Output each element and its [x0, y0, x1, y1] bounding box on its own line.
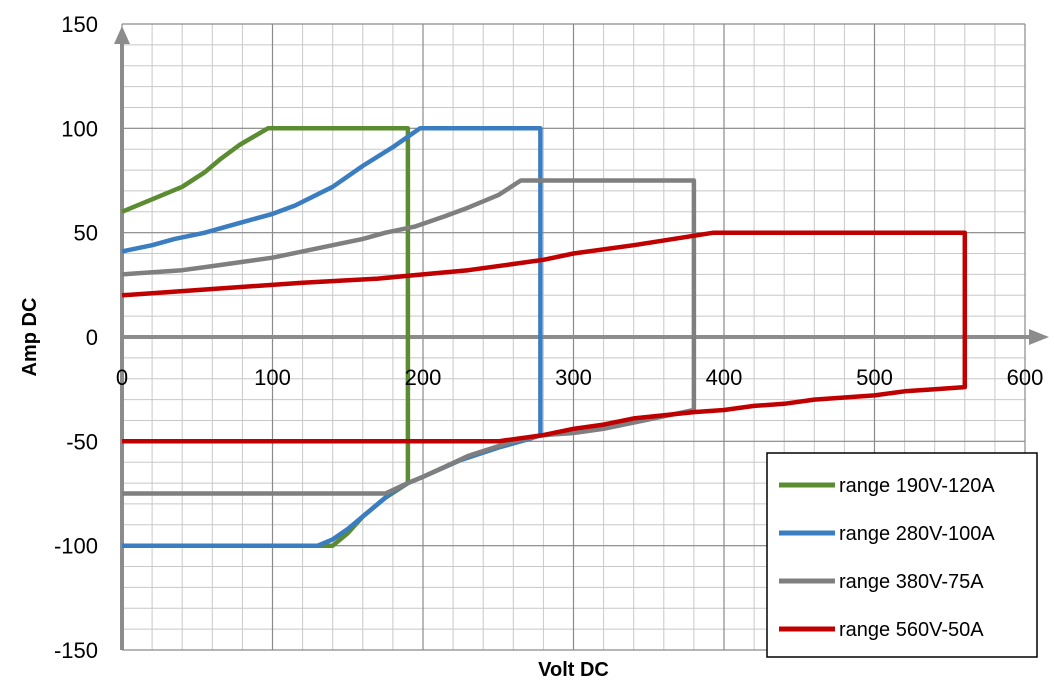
legend-label-0: range 190V-120A [839, 475, 995, 497]
y-tick-label: -150 [54, 638, 98, 663]
legend: range 190V-120A range 280V-100A range 380V… [766, 452, 1038, 658]
series-line-2 [121, 178, 697, 496]
y-tick-label: 0 [86, 325, 98, 350]
x-tick-label: 400 [706, 365, 743, 390]
tick-labels: 0 100 200 300 400 500 600 -150 -100 -50 0 50 100 150 [54, 12, 1043, 663]
y-tick-label: 100 [61, 116, 98, 141]
y-axis-title: Amp DC [19, 298, 41, 377]
y-tick-label: 50 [74, 221, 98, 246]
x-axis-title: Volt DC [538, 659, 609, 681]
series-line-3 [121, 230, 968, 444]
x-tick-label: 100 [254, 365, 291, 390]
legend-label-3: range 560V-50A [839, 619, 984, 641]
x-tick-label: 500 [856, 365, 893, 390]
series-layer [121, 126, 968, 548]
series-line-0 [121, 126, 411, 548]
y-tick-label: 150 [61, 12, 98, 37]
legend-label-2: range 380V-75A [839, 571, 984, 593]
x-tick-label: 300 [555, 365, 592, 390]
x-tick-label: 200 [405, 365, 442, 390]
x-tick-label: 600 [1007, 365, 1044, 390]
axes [114, 26, 1049, 650]
legend-label-1: range 280V-100A [839, 523, 995, 545]
y-tick-label: -50 [66, 429, 98, 454]
x-axis-arrow [1029, 329, 1049, 345]
y-tick-label: -100 [54, 534, 98, 559]
y-axis-arrow [114, 26, 130, 44]
x-tick-label: 0 [116, 365, 128, 390]
